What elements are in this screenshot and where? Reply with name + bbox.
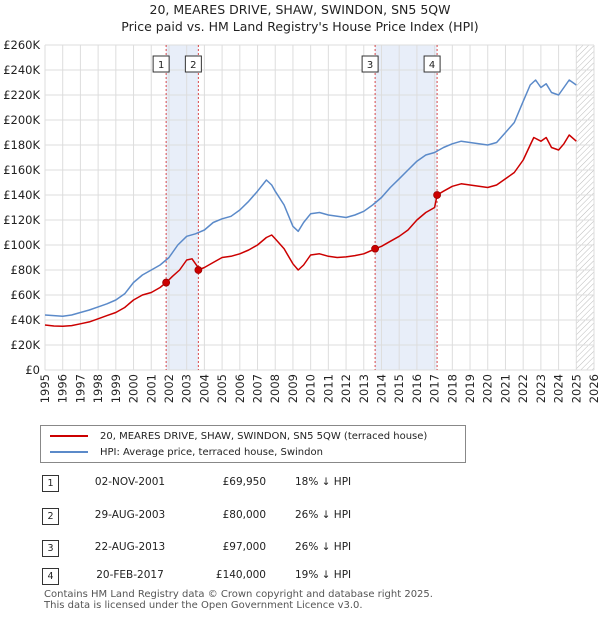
x-tick-label: 2004	[197, 374, 211, 403]
y-tick-label: £240K	[3, 63, 40, 77]
x-tick-label: 2020	[481, 374, 495, 403]
transaction-hpi-diff: 26% ↓ HPI	[295, 541, 352, 553]
y-tick-label: £260K	[3, 38, 40, 52]
x-tick-label: 2001	[144, 374, 158, 403]
y-tick-label: £0	[25, 363, 40, 377]
transaction-date: 22-AUG-2013	[94, 541, 166, 553]
transaction-price: £97,000	[222, 541, 266, 553]
sale-point	[371, 244, 380, 253]
x-tick-label: 2013	[357, 374, 371, 403]
x-tick-label: 2023	[534, 374, 548, 403]
legend-item-property: 20, MEARES DRIVE, SHAW, SWINDON, SN5 5QW…	[41, 428, 427, 444]
sale-point	[162, 278, 171, 287]
y-tick-label: £40K	[11, 313, 41, 327]
transaction-number: 1	[42, 475, 59, 492]
y-tick-label: £180K	[3, 138, 40, 152]
sale-marker-box	[152, 55, 170, 73]
chart-title: 20, MEARES DRIVE, SHAW, SWINDON, SN5 5QW	[149, 2, 451, 17]
x-tick-label: 2008	[268, 374, 282, 403]
legend-swatch-property	[50, 435, 88, 437]
transaction-row: 1 02-NOV-2001 £69,950 18% ↓ HPI	[40, 473, 560, 493]
y-tick-label: £80K	[11, 263, 41, 277]
x-tick-label: 2019	[463, 374, 477, 403]
x-tick-label: 2015	[392, 374, 406, 403]
footer-copyright: Contains HM Land Registry data © Crown c…	[44, 589, 433, 600]
y-tick-label: £140K	[3, 188, 40, 202]
x-tick-label: 2016	[410, 374, 424, 403]
legend-swatch-hpi	[50, 451, 88, 453]
transaction-price: £69,950	[222, 476, 266, 488]
price-chart: 1 2 3 4 £0 £20K £40K £60K £80K £100K £120K £140K £1…	[3, 38, 600, 403]
x-tick-label: 2014	[374, 374, 388, 403]
transaction-row: 3 22-AUG-2013 £97,000 26% ↓ HPI	[40, 538, 560, 558]
x-tick-label: 2010	[304, 374, 318, 403]
property-price-line	[44, 134, 577, 328]
x-tick-label: 2007	[251, 374, 265, 403]
sale-marker-label: 3	[367, 60, 373, 71]
x-tick-label: 1995	[38, 374, 52, 403]
transaction-number: 4	[42, 568, 59, 585]
footer-licence: This data is licensed under the Open Gov…	[44, 600, 363, 611]
sale-marker-label: 2	[190, 60, 196, 71]
chart-subtitle: Price paid vs. HM Land Registry's House …	[121, 19, 479, 34]
footer: Contains HM Land Registry data © Crown c…	[44, 589, 433, 611]
x-tick-label: 1999	[109, 374, 123, 403]
x-tick-label: 1998	[91, 374, 105, 403]
x-tick-label: 2025	[569, 374, 583, 403]
x-tick-label: 2009	[286, 374, 300, 403]
x-tick-label: 1996	[56, 374, 70, 403]
ownership-shade	[375, 45, 438, 370]
sale-point	[433, 191, 441, 199]
legend-item-hpi: HPI: Average price, terraced house, Swin…	[41, 444, 323, 460]
x-tick-label: 2017	[428, 374, 442, 403]
x-tick-label: 2012	[339, 374, 353, 403]
x-tick-label: 2018	[445, 374, 459, 403]
x-tick-label: 2021	[498, 374, 512, 403]
sale-point	[194, 266, 203, 274]
sale-marker-label: 1	[158, 60, 164, 71]
forecast-hatch	[576, 45, 594, 370]
x-tick-label: 1997	[73, 374, 87, 403]
transaction-number: 3	[42, 540, 59, 557]
transaction-price: £140,000	[215, 569, 266, 581]
x-tick-label: 2000	[127, 374, 141, 403]
y-tick-label: £60K	[11, 288, 41, 302]
x-tick-label: 2024	[552, 374, 566, 403]
x-tick-label: 2011	[321, 374, 335, 403]
x-tick-label: 2002	[162, 374, 176, 403]
y-tick-label: £200K	[3, 113, 40, 127]
y-tick-label: £120K	[3, 213, 40, 227]
transaction-row: 4 20-FEB-2017 £140,000 19% ↓ HPI	[40, 566, 560, 586]
x-tick-label: 2003	[180, 374, 194, 403]
transaction-date: 20-FEB-2017	[96, 569, 164, 581]
legend: 20, MEARES DRIVE, SHAW, SWINDON, SN5 5QW…	[40, 425, 466, 463]
x-tick-label: 2006	[233, 374, 247, 403]
ownership-shade	[166, 45, 199, 370]
hpi-line	[44, 79, 577, 318]
transaction-hpi-diff: 26% ↓ HPI	[295, 509, 352, 521]
y-tick-label: £100K	[3, 238, 40, 252]
y-tick-label: £20K	[11, 338, 41, 352]
sale-marker-box	[184, 55, 202, 73]
y-tick-label: £160K	[3, 163, 40, 177]
sale-marker-box	[361, 55, 379, 73]
transaction-row: 2 29-AUG-2003 £80,000 26% ↓ HPI	[40, 506, 560, 526]
sale-marker-box	[423, 55, 441, 73]
x-tick-label: 2005	[215, 374, 229, 403]
transaction-number: 2	[42, 508, 59, 525]
sale-marker-label: 4	[429, 60, 435, 71]
transaction-date: 02-NOV-2001	[94, 476, 166, 488]
legend-label-property: 20, MEARES DRIVE, SHAW, SWINDON, SN5 5QW…	[100, 430, 428, 442]
transaction-date: 29-AUG-2003	[94, 509, 166, 521]
x-tick-label: 2026	[587, 374, 600, 403]
x-tick-label: 2022	[516, 374, 530, 403]
y-tick-label: £220K	[3, 88, 40, 102]
plot-area	[45, 45, 594, 370]
legend-label-hpi: HPI: Average price, terraced house, Swin…	[100, 446, 323, 458]
transaction-hpi-diff: 19% ↓ HPI	[295, 569, 352, 581]
transaction-hpi-diff: 18% ↓ HPI	[295, 476, 352, 488]
transaction-price: £80,000	[222, 509, 266, 521]
